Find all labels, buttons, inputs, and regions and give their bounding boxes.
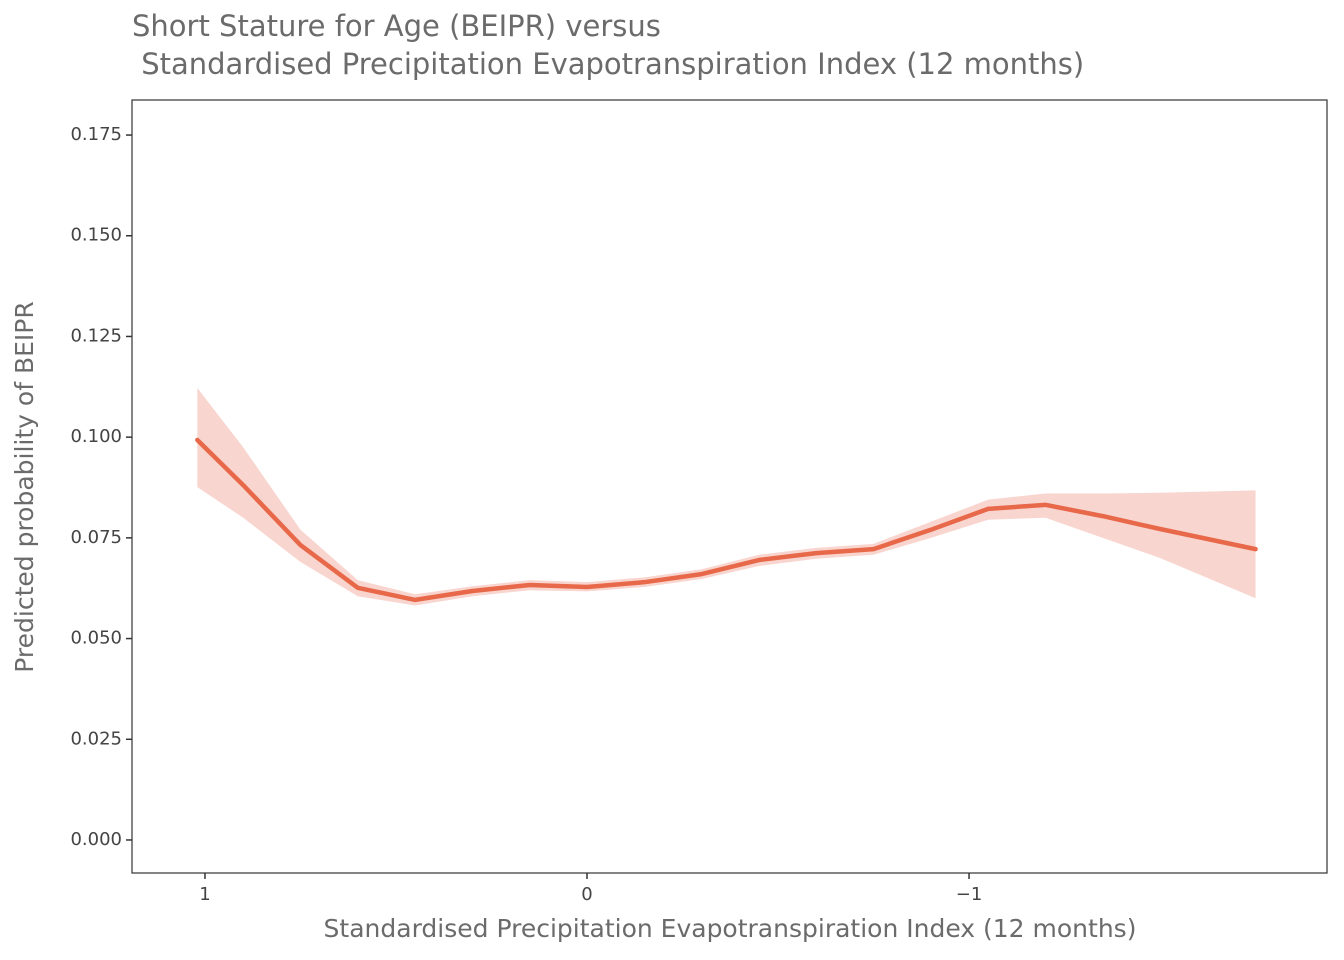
y-tick-label: 0.025 [70,728,122,749]
x-tick-label: 1 [199,884,210,905]
x-tick-label: 0 [581,884,592,905]
x-axis-label: Standardised Precipitation Evapotranspir… [324,914,1137,943]
y-tick-label: 0.100 [70,426,122,447]
y-tick-label: 0.000 [70,829,122,850]
chart-title: Standardised Precipitation Evapotranspir… [132,47,1084,81]
plot-frame [131,99,1328,874]
line [195,437,1258,603]
y-tick-label: 0.175 [70,124,122,145]
y-tick-label: 0.075 [70,527,122,548]
x-tick-label: −1 [956,884,983,905]
y-tick-label: 0.125 [70,325,122,346]
confidence-band [197,388,1256,606]
y-axis-label: Predicted probability of BEIPR [10,301,39,672]
y-tick-label: 0.150 [70,225,122,246]
chart-title: Short Stature for Age (BEIPR) versus [132,9,661,43]
y-tick-label: 0.050 [70,628,122,649]
